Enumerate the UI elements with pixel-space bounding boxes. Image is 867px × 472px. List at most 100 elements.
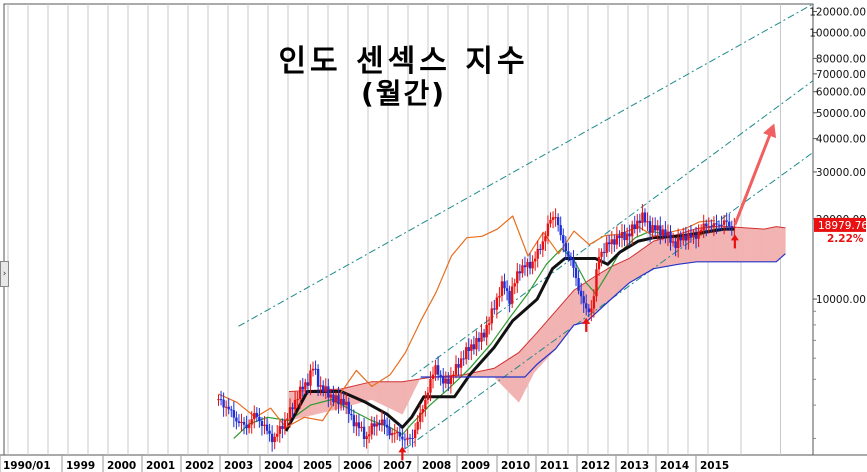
price-bar-body <box>643 212 647 223</box>
price-bar-body <box>247 424 251 429</box>
price-bar-body <box>523 265 527 268</box>
price-bar-body <box>283 420 287 429</box>
price-bar-body <box>388 427 391 436</box>
price-bar-body <box>544 236 547 242</box>
price-bar-body <box>288 407 292 419</box>
price-bar-body <box>444 378 447 384</box>
price-bar-body <box>439 374 442 377</box>
price-bar-body <box>424 399 427 409</box>
price-bar-body <box>365 436 368 439</box>
price-bar-body <box>472 344 476 350</box>
price-bar-body <box>682 235 685 241</box>
price-bar-body <box>327 386 330 398</box>
price-bar-body <box>485 324 488 338</box>
price-bar-body <box>273 436 276 443</box>
panel-expand-handle[interactable]: › <box>0 261 9 287</box>
price-bar-body <box>702 223 705 231</box>
y-tick-label: 60000.00 <box>816 87 866 99</box>
price-bar-body <box>651 225 654 233</box>
price-bar-body <box>217 399 220 401</box>
price-bar-body <box>421 408 425 413</box>
last-price-box <box>814 217 866 232</box>
price-bar-body <box>355 422 358 427</box>
price-bar-body <box>375 423 379 427</box>
price-bar-body <box>482 332 486 338</box>
price-bar-body <box>291 407 294 410</box>
price-bar-body <box>378 423 381 426</box>
projection-arrow-head <box>763 123 777 139</box>
price-bar-body <box>625 233 629 241</box>
price-bar-body <box>705 223 708 227</box>
price-bar-body <box>656 225 659 231</box>
price-bar-body <box>306 382 310 386</box>
price-bar-body <box>380 419 384 426</box>
price-bar-body <box>493 308 496 310</box>
price-bar-body <box>426 392 430 400</box>
price-bar-body <box>733 226 736 229</box>
price-bar-body <box>470 344 473 351</box>
price-bar-body <box>258 416 261 422</box>
price-bar-body <box>299 386 302 400</box>
price-bar-body <box>648 221 652 233</box>
price-bar-body <box>610 239 613 245</box>
price-bar-body <box>674 241 677 249</box>
price-bar-body <box>526 261 529 268</box>
price-bar-body <box>710 226 713 228</box>
price-bar-body <box>671 241 675 243</box>
price-bar-body <box>449 375 453 384</box>
price-bar-body <box>707 226 711 228</box>
price-bar-body <box>467 347 470 351</box>
price-bar-body <box>508 290 511 304</box>
price-bar-body <box>396 432 399 434</box>
price-bar-body <box>222 399 225 408</box>
price-bar-body <box>477 338 481 342</box>
price-bar-body <box>452 374 455 376</box>
price-bar-body <box>268 430 271 434</box>
price-bar-body <box>722 220 726 225</box>
price-bar-body <box>595 269 598 297</box>
price-bar-body <box>309 370 312 386</box>
price-bar-body <box>334 395 338 403</box>
channel-line <box>411 80 814 378</box>
price-bar-body <box>587 308 590 313</box>
price-bar-body <box>531 261 534 269</box>
price-bar-body <box>296 399 299 401</box>
price-bar-body <box>237 421 241 424</box>
price-bar-body <box>347 401 350 414</box>
price-bar-body <box>554 217 557 219</box>
price-bar-body <box>513 283 516 287</box>
price-bar-body <box>567 251 570 257</box>
projection-arrow-shaft <box>733 125 775 226</box>
price-bar-body <box>281 426 284 429</box>
price-bar-body <box>230 409 233 411</box>
price-bar-body <box>608 242 611 245</box>
y-tick-label: 50000.00 <box>816 108 866 120</box>
price-bar-body <box>227 406 230 410</box>
price-bar-body <box>577 278 580 291</box>
price-bar-body <box>516 271 519 284</box>
price-bar-body <box>562 235 565 244</box>
x-tick-label: 2012 <box>581 460 610 472</box>
chart-title: 인도 센섹스 지수 <box>278 44 529 79</box>
price-bar-body <box>666 231 670 237</box>
price-bar-body <box>270 433 274 443</box>
price-bar-body <box>510 286 514 304</box>
price-bar-body <box>641 212 644 223</box>
price-bar-body <box>646 221 649 223</box>
price-bar-body <box>436 365 440 375</box>
price-bar-body <box>579 290 583 297</box>
cloud-band <box>783 227 786 256</box>
price-bar-body <box>638 220 642 223</box>
price-bar-body <box>393 432 396 434</box>
price-bar-body <box>605 242 608 253</box>
price-bar-body <box>314 368 317 370</box>
price-bar-body <box>344 401 348 405</box>
price-bar-body <box>459 358 463 368</box>
price-bar-body <box>676 237 680 249</box>
price-bar-body <box>495 297 499 310</box>
price-bar-body <box>533 258 537 262</box>
price-bar-body <box>653 225 657 231</box>
x-tick-label: 2007 <box>383 460 412 472</box>
price-bar-body <box>569 256 573 259</box>
price-bar-body <box>500 281 504 296</box>
